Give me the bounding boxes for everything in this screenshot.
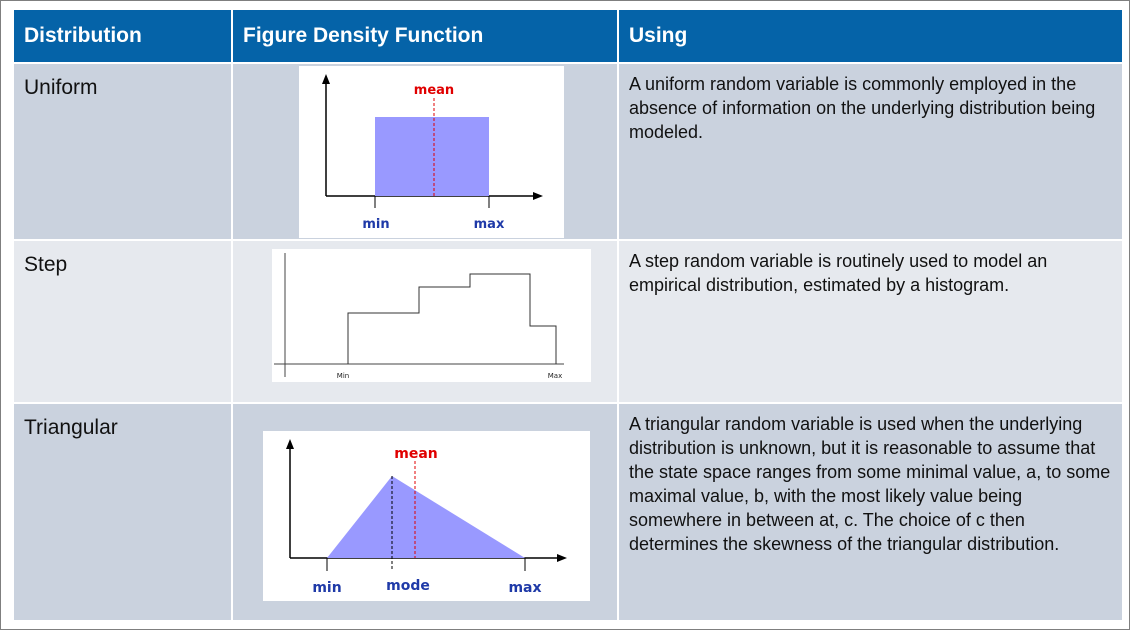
table-row-uniform: Uniform mean min max A uniform random va…: [12, 62, 1124, 241]
header-distribution: Distribution: [12, 8, 233, 64]
x-axis-arrow: [557, 554, 567, 562]
figure-cell-uniform: mean min max: [231, 62, 619, 241]
table-row-triangular: Triangular mean min mode max A triangula…: [12, 402, 1124, 622]
step-density-line: [347, 273, 557, 364]
distribution-name: Step: [12, 239, 233, 404]
distribution-table: Distribution Figure Density Function Usi…: [12, 8, 1124, 622]
mode-label: mode: [386, 578, 430, 594]
figure-cell-step: Min Max: [231, 239, 619, 404]
min-label: min: [362, 217, 389, 232]
y-axis-arrow: [322, 74, 330, 84]
figure-cell-triangular: mean min mode max: [231, 402, 619, 622]
mean-label: mean: [414, 83, 454, 98]
triangular-density-area: [327, 476, 525, 558]
distribution-description: A triangular random variable is used whe…: [617, 402, 1124, 622]
triangular-density-figure: mean min mode max: [263, 431, 590, 601]
distribution-description: A step random variable is routinely used…: [617, 239, 1124, 404]
x-axis-arrow: [533, 192, 543, 200]
uniform-density-area: [375, 117, 489, 196]
step-density-figure: Min Max: [272, 249, 591, 382]
y-axis-arrow: [286, 439, 294, 449]
header-figure: Figure Density Function: [231, 8, 619, 64]
max-label: max: [508, 580, 541, 596]
max-label: max: [474, 217, 505, 232]
max-label: Max: [548, 372, 562, 380]
distribution-name: Triangular: [12, 402, 233, 622]
header-row: Distribution Figure Density Function Usi…: [12, 8, 1124, 64]
table-row-step: Step Min Max A step random variable is r…: [12, 239, 1124, 404]
uniform-density-figure: mean min max: [299, 66, 564, 238]
min-label: Min: [337, 372, 349, 380]
min-label: min: [312, 580, 341, 596]
distribution-name: Uniform: [12, 62, 233, 241]
header-using: Using: [617, 8, 1124, 64]
distribution-description: A uniform random variable is commonly em…: [617, 62, 1124, 241]
mean-label: mean: [394, 446, 438, 462]
